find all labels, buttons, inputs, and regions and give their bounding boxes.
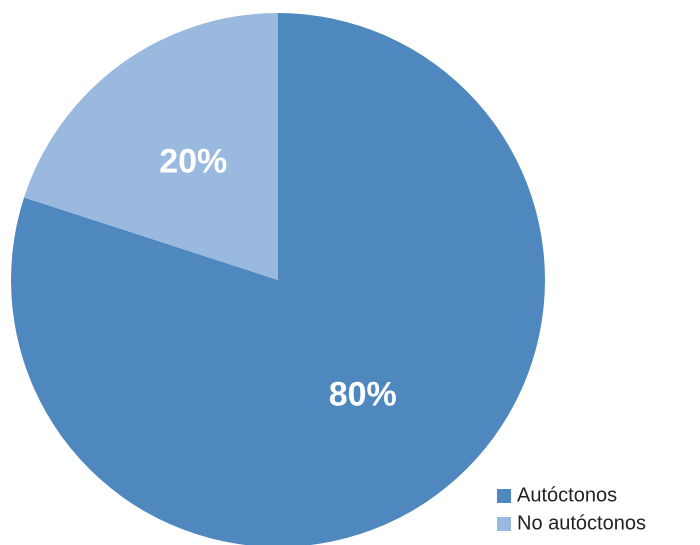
pie-slice: [24, 13, 279, 280]
legend-swatch: [497, 517, 511, 531]
legend-label: Autóctonos: [517, 484, 617, 506]
data-label: 80%: [329, 376, 397, 414]
legend-swatch: [497, 489, 511, 503]
legend-label: No autóctonos: [517, 512, 646, 534]
data-label: 20%: [159, 142, 227, 180]
pie-slice: [11, 13, 545, 545]
